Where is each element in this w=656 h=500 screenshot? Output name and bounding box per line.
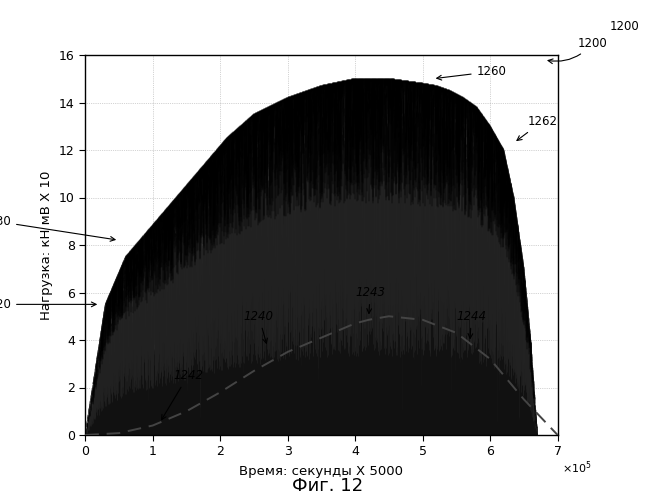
Text: 1240: 1240 (244, 310, 274, 344)
Text: 1200: 1200 (548, 36, 607, 64)
Text: 1230: 1230 (0, 215, 115, 241)
Text: 1220: 1220 (0, 298, 96, 311)
Text: 1243: 1243 (355, 286, 385, 314)
Text: 1260: 1260 (437, 65, 506, 80)
Text: 1200: 1200 (610, 20, 640, 33)
Text: $\times10^5$: $\times10^5$ (562, 460, 592, 476)
Text: Время: секунды Х 5000: Время: секунды Х 5000 (239, 466, 403, 478)
Text: 1244: 1244 (457, 310, 486, 338)
Text: 1242: 1242 (161, 369, 203, 420)
Y-axis label: Нагрузка: кН мВ Х 10: Нагрузка: кН мВ Х 10 (41, 170, 53, 320)
Text: 1262: 1262 (517, 115, 557, 140)
Text: Фиг. 12: Фиг. 12 (293, 477, 363, 495)
